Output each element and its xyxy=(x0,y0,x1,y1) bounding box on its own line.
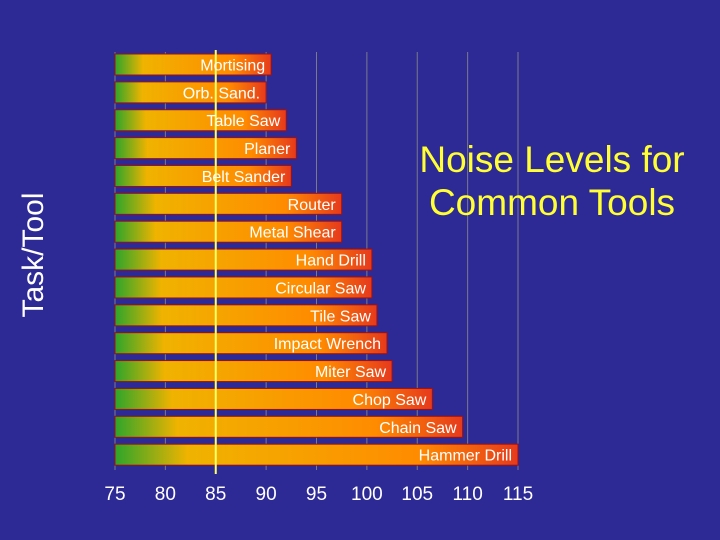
bar-label-group: Mortising Orb. Sand. Table Saw Planer Belt S… xyxy=(183,58,512,465)
bar-label-chop-saw: Chop Saw xyxy=(353,392,427,409)
x-tick-label-110: 110 xyxy=(452,484,482,505)
bar-table-saw xyxy=(114,109,287,132)
bar-circular-saw xyxy=(114,276,373,299)
x-tick-label-95: 95 xyxy=(306,484,327,505)
bar-metal-shear xyxy=(114,220,343,243)
bar-chain-saw xyxy=(114,415,464,438)
bar-label-chain-saw: Chain Saw xyxy=(379,420,457,437)
bar-miter-saw xyxy=(114,360,393,383)
bar-orb-sand xyxy=(114,81,267,104)
bar-label-miter-saw: Miter Saw xyxy=(315,364,387,381)
bar-label-planer: Planer xyxy=(244,141,291,158)
bar-label-table-saw: Table Saw xyxy=(206,113,280,130)
bar-label-hand-drill: Hand Drill xyxy=(296,253,366,270)
bar-label-mortising: Mortising xyxy=(200,58,265,75)
bar-group xyxy=(114,53,519,466)
bar-label-metal-shear: Metal Shear xyxy=(249,225,336,242)
bar-hand-drill xyxy=(114,248,373,271)
bar-label-tile-saw: Tile Saw xyxy=(310,308,371,325)
bar-impact-wrench xyxy=(114,332,388,355)
bar-label-belt-sander: Belt Sander xyxy=(202,169,286,186)
x-tick-label-105: 105 xyxy=(401,484,433,505)
bar-router xyxy=(114,192,343,215)
x-tick-label-100: 100 xyxy=(351,484,383,505)
x-tick-label-75: 75 xyxy=(104,484,125,505)
x-tick-label-85: 85 xyxy=(205,484,226,505)
chart-title-line-1: Noise Levels for xyxy=(419,139,685,180)
bar-label-circular-saw: Circular Saw xyxy=(275,280,366,297)
x-tick-label-80: 80 xyxy=(155,484,176,505)
bar-tile-saw xyxy=(114,304,378,327)
bar-belt-sander xyxy=(114,164,292,187)
x-tick-label-90: 90 xyxy=(256,484,277,505)
chart-title: Noise Levels for Common Tools xyxy=(392,138,712,224)
x-tick-label-115: 115 xyxy=(503,484,533,505)
bar-mortising xyxy=(114,53,272,76)
bar-label-router: Router xyxy=(288,197,337,214)
chart-title-line-2: Common Tools xyxy=(428,182,676,223)
x-axis-ticks: 75 80 85 90 95 100 105 110 115 xyxy=(104,484,533,505)
bar-label-impact-wrench: Impact Wrench xyxy=(274,336,381,353)
bar-label-hammer-drill: Hammer Drill xyxy=(419,448,512,465)
bar-chop-saw xyxy=(114,387,433,410)
y-axis-label: Task/Tool xyxy=(17,192,50,318)
bar-label-orb-sand: Orb. Sand. xyxy=(183,85,260,102)
bar-planer xyxy=(114,137,297,160)
